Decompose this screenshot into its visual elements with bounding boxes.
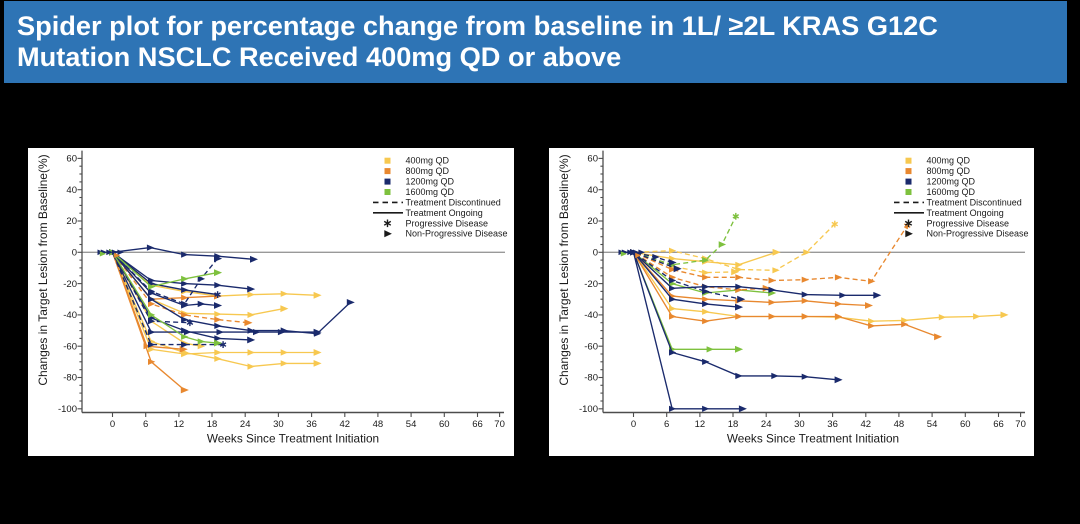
svg-text:0: 0: [72, 248, 77, 259]
svg-text:-100: -100: [58, 404, 77, 415]
svg-text:Weeks Since Treatment Initiati: Weeks Since Treatment Initiation: [207, 432, 379, 446]
svg-text:Weeks Since Treatment Initiati: Weeks Since Treatment Initiation: [727, 432, 899, 446]
svg-text:24: 24: [761, 419, 772, 430]
svg-text:36: 36: [306, 419, 317, 430]
svg-text:36: 36: [827, 419, 838, 430]
svg-text:60: 60: [66, 154, 77, 165]
svg-text:20: 20: [66, 216, 77, 227]
svg-text:400mg QD: 400mg QD: [927, 156, 971, 166]
svg-text:60: 60: [439, 419, 450, 430]
svg-text:Treatment Ongoing: Treatment Ongoing: [406, 208, 483, 218]
svg-text:24: 24: [240, 419, 251, 430]
svg-text:-100: -100: [579, 404, 598, 415]
svg-text:54: 54: [406, 419, 417, 430]
svg-text:800mg QD: 800mg QD: [406, 166, 450, 176]
svg-text:66: 66: [993, 419, 1004, 430]
svg-text:70: 70: [494, 419, 505, 430]
svg-text:48: 48: [373, 419, 384, 430]
svg-text:Treatment Discontinued: Treatment Discontinued: [406, 197, 501, 207]
svg-text:30: 30: [273, 419, 284, 430]
svg-text:400mg QD: 400mg QD: [406, 156, 450, 166]
svg-text:1200mg QD: 1200mg QD: [927, 177, 976, 187]
svg-text:Progressive Disease: Progressive Disease: [927, 218, 1010, 228]
svg-text:40: 40: [587, 185, 598, 196]
svg-text:-40: -40: [63, 310, 77, 321]
svg-text:1200mg QD: 1200mg QD: [406, 177, 455, 187]
svg-text:-80: -80: [63, 373, 77, 384]
svg-text:42: 42: [340, 419, 351, 430]
svg-text:18: 18: [207, 419, 218, 430]
svg-text:-40: -40: [584, 310, 598, 321]
svg-text:40: 40: [66, 185, 77, 196]
svg-text:-20: -20: [63, 279, 77, 290]
svg-text:12: 12: [695, 419, 706, 430]
svg-text:30: 30: [794, 419, 805, 430]
svg-text:6: 6: [143, 419, 148, 430]
svg-text:Non-Progressive Disease: Non-Progressive Disease: [406, 229, 508, 239]
svg-text:12: 12: [174, 419, 185, 430]
svg-text:Changes in Target Lesion from: Changes in Target Lesion from Baseline(%…: [36, 154, 50, 385]
svg-text:42: 42: [861, 419, 872, 430]
svg-text:70: 70: [1015, 419, 1026, 430]
svg-text:1600mg QD: 1600mg QD: [406, 187, 455, 197]
svg-text:Changes in Target Lesion from: Changes in Target Lesion from Baseline(%…: [557, 154, 571, 385]
svg-text:800mg QD: 800mg QD: [927, 166, 971, 176]
svg-text:60: 60: [587, 154, 598, 165]
svg-text:Progressive Disease: Progressive Disease: [406, 218, 489, 228]
svg-text:48: 48: [894, 419, 905, 430]
svg-text:-60: -60: [584, 341, 598, 352]
svg-text:6: 6: [664, 419, 669, 430]
svg-text:60: 60: [960, 419, 971, 430]
svg-text:Non-Progressive Disease: Non-Progressive Disease: [927, 229, 1029, 239]
svg-text:18: 18: [728, 419, 739, 430]
svg-text:-60: -60: [63, 341, 77, 352]
svg-text:0: 0: [110, 419, 115, 430]
svg-text:54: 54: [927, 419, 938, 430]
svg-text:1600mg QD: 1600mg QD: [927, 187, 976, 197]
svg-text:66: 66: [472, 419, 483, 430]
svg-text:-20: -20: [584, 279, 598, 290]
svg-text:Treatment Discontinued: Treatment Discontinued: [927, 197, 1022, 207]
svg-text:-80: -80: [584, 373, 598, 384]
svg-text:Treatment Ongoing: Treatment Ongoing: [927, 208, 1004, 218]
svg-text:0: 0: [593, 248, 598, 259]
svg-text:0: 0: [631, 419, 636, 430]
svg-text:20: 20: [587, 216, 598, 227]
